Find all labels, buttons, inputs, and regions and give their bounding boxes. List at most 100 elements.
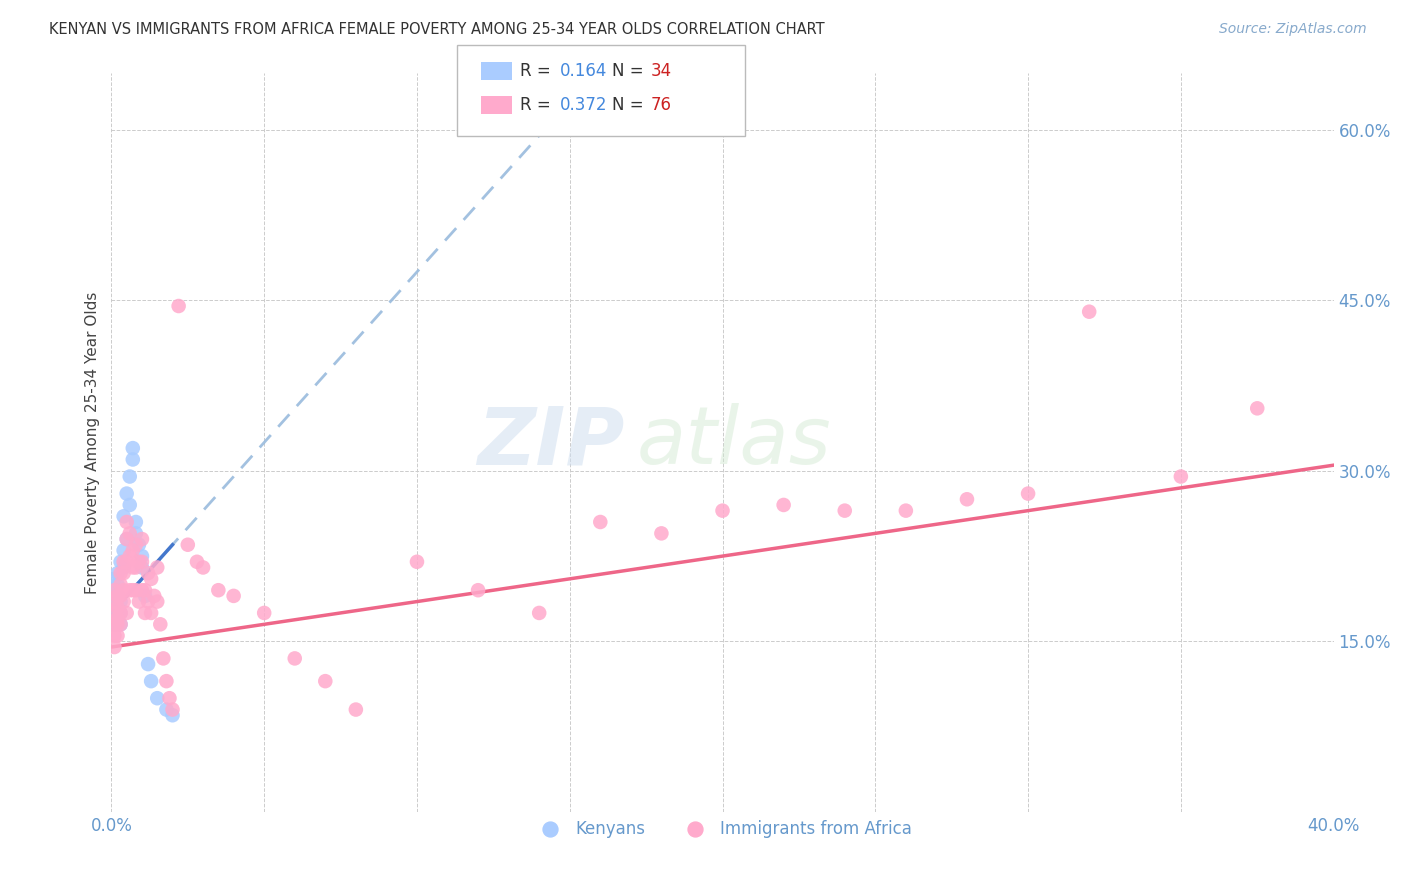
Point [467, 583, 489, 598]
Text: atlas: atlas [637, 403, 832, 482]
Y-axis label: Female Poverty Among 25-34 Year Olds: Female Poverty Among 25-34 Year Olds [86, 292, 100, 593]
Point [107, 566, 129, 581]
Point [115, 555, 138, 569]
Point [121, 452, 143, 467]
Point [146, 594, 169, 608]
Point [134, 583, 156, 598]
Point [103, 617, 125, 632]
Point [121, 560, 143, 574]
Text: Source: ZipAtlas.com: Source: ZipAtlas.com [1219, 22, 1367, 37]
Text: KENYAN VS IMMIGRANTS FROM AFRICA FEMALE POVERTY AMONG 25-34 YEAR OLDS CORRELATIO: KENYAN VS IMMIGRANTS FROM AFRICA FEMALE … [49, 22, 825, 37]
Point [139, 674, 162, 689]
Point [118, 469, 141, 483]
Point [115, 515, 138, 529]
Point [107, 600, 129, 615]
Point [118, 549, 141, 563]
Point [143, 589, 166, 603]
Point [107, 617, 129, 632]
Point [1246, 401, 1268, 416]
Point [112, 594, 135, 608]
Point [894, 503, 917, 517]
Point [107, 600, 129, 615]
Point [118, 526, 141, 541]
Point [125, 538, 148, 552]
Point [834, 503, 856, 517]
Point [112, 555, 135, 569]
Point [110, 617, 132, 632]
Point [131, 555, 153, 569]
Point [103, 606, 125, 620]
Point [110, 577, 132, 591]
Point [112, 583, 135, 598]
Text: N =: N = [612, 96, 648, 114]
Point [131, 532, 153, 546]
Text: 0.372: 0.372 [560, 96, 607, 114]
Point [110, 594, 132, 608]
Point [107, 612, 129, 626]
Point [314, 674, 336, 689]
Point [711, 503, 734, 517]
Point [110, 566, 132, 581]
Point [191, 560, 214, 574]
Point [103, 583, 125, 598]
Point [162, 708, 184, 723]
Point [131, 560, 153, 574]
Point [118, 498, 141, 512]
Point [159, 691, 181, 706]
Point [112, 560, 135, 574]
Point [136, 566, 159, 581]
Point [406, 555, 429, 569]
Point [121, 441, 143, 455]
Point [110, 606, 132, 620]
Point [107, 589, 129, 603]
Point [107, 629, 129, 643]
Point [103, 572, 125, 586]
Point [115, 486, 138, 500]
Point [222, 589, 245, 603]
Point [344, 702, 367, 716]
Point [136, 594, 159, 608]
Point [128, 555, 150, 569]
Point [103, 617, 125, 632]
Point [1078, 304, 1101, 318]
Point [146, 560, 169, 574]
Point [103, 594, 125, 608]
Legend: Kenyans, Immigrants from Africa: Kenyans, Immigrants from Africa [527, 813, 918, 844]
Point [128, 594, 150, 608]
Point [115, 532, 138, 546]
Point [284, 651, 307, 665]
Text: ZIP: ZIP [478, 403, 624, 482]
Text: 0.164: 0.164 [560, 62, 607, 80]
Point [139, 572, 162, 586]
Point [125, 560, 148, 574]
Text: R =: R = [520, 96, 557, 114]
Point [121, 543, 143, 558]
Point [125, 515, 148, 529]
Point [115, 532, 138, 546]
Point [103, 640, 125, 654]
Point [131, 549, 153, 563]
Point [1017, 486, 1039, 500]
Point [162, 702, 184, 716]
Point [1170, 469, 1192, 483]
Point [152, 651, 174, 665]
Point [253, 606, 276, 620]
Point [103, 606, 125, 620]
Point [125, 526, 148, 541]
Point [103, 594, 125, 608]
Point [134, 606, 156, 620]
Point [136, 657, 159, 672]
Point [118, 583, 141, 598]
Point [107, 589, 129, 603]
Point [177, 538, 200, 552]
Point [115, 606, 138, 620]
Point [110, 589, 132, 603]
Point [110, 555, 132, 569]
Point [186, 555, 208, 569]
Point [112, 543, 135, 558]
Point [131, 583, 153, 598]
Point [146, 691, 169, 706]
Point [155, 674, 177, 689]
Text: N =: N = [612, 62, 648, 80]
Point [650, 526, 672, 541]
